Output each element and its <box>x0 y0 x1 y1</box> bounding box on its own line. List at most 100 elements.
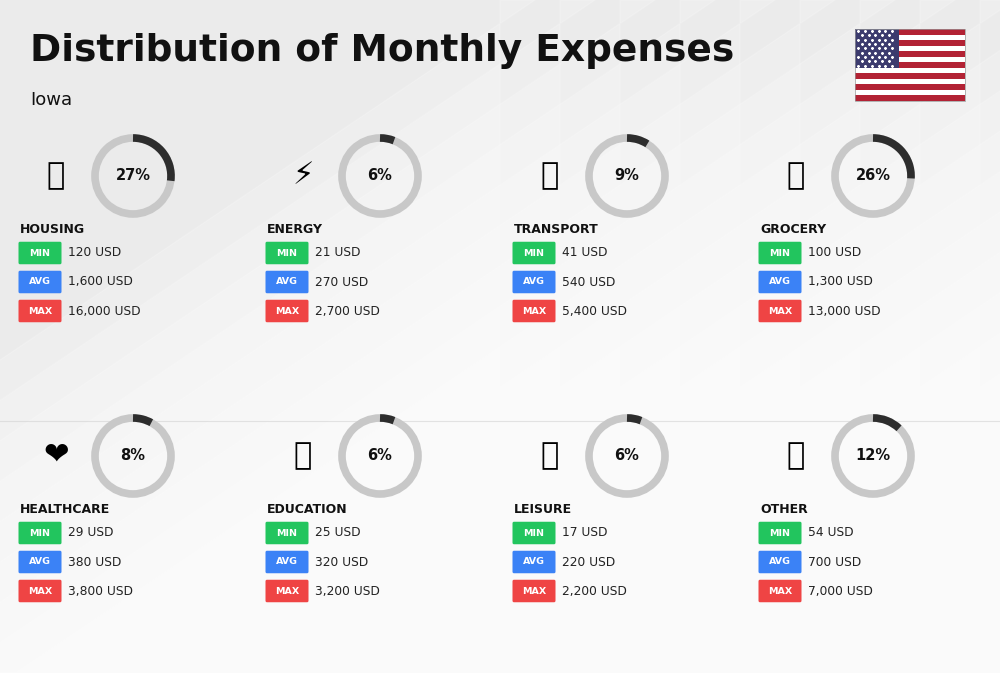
Text: 100 USD: 100 USD <box>808 246 861 260</box>
FancyBboxPatch shape <box>855 79 965 84</box>
Text: 41 USD: 41 USD <box>562 246 608 260</box>
FancyBboxPatch shape <box>759 522 802 544</box>
Text: AVG: AVG <box>276 557 298 567</box>
Text: 9%: 9% <box>615 168 639 184</box>
FancyBboxPatch shape <box>759 299 802 322</box>
Text: GROCERY: GROCERY <box>760 223 826 236</box>
Text: TRANSPORT: TRANSPORT <box>514 223 599 236</box>
Text: 270 USD: 270 USD <box>315 275 368 289</box>
Text: MAX: MAX <box>28 306 52 316</box>
Text: 2,200 USD: 2,200 USD <box>562 584 627 598</box>
Text: 7,000 USD: 7,000 USD <box>808 584 873 598</box>
Text: AVG: AVG <box>769 277 791 287</box>
Text: MIN: MIN <box>30 528 50 538</box>
FancyBboxPatch shape <box>759 271 802 293</box>
Text: 🎓: 🎓 <box>294 441 312 470</box>
FancyBboxPatch shape <box>855 62 965 68</box>
FancyBboxPatch shape <box>18 271 62 293</box>
FancyBboxPatch shape <box>512 242 556 264</box>
Text: MIN: MIN <box>30 248 50 258</box>
Text: ENERGY: ENERGY <box>267 223 323 236</box>
FancyBboxPatch shape <box>512 522 556 544</box>
Text: LEISURE: LEISURE <box>514 503 572 516</box>
FancyBboxPatch shape <box>266 299 308 322</box>
FancyBboxPatch shape <box>855 90 965 96</box>
Text: 540 USD: 540 USD <box>562 275 615 289</box>
Text: MAX: MAX <box>275 586 299 596</box>
Text: MIN: MIN <box>524 528 544 538</box>
FancyBboxPatch shape <box>855 57 965 62</box>
Text: 29 USD: 29 USD <box>68 526 114 540</box>
Text: 1,300 USD: 1,300 USD <box>808 275 873 289</box>
FancyBboxPatch shape <box>759 242 802 264</box>
Text: Iowa: Iowa <box>30 91 72 109</box>
Text: ⚡: ⚡ <box>292 162 314 190</box>
FancyBboxPatch shape <box>266 242 308 264</box>
Text: MIN: MIN <box>770 528 790 538</box>
FancyBboxPatch shape <box>512 271 556 293</box>
Text: ❤: ❤ <box>43 441 69 470</box>
Text: AVG: AVG <box>523 557 545 567</box>
Text: MIN: MIN <box>770 248 790 258</box>
Text: 5,400 USD: 5,400 USD <box>562 304 627 318</box>
Text: 3,800 USD: 3,800 USD <box>68 584 133 598</box>
Text: 21 USD: 21 USD <box>315 246 360 260</box>
Text: MAX: MAX <box>768 306 792 316</box>
Text: 1,600 USD: 1,600 USD <box>68 275 133 289</box>
Text: AVG: AVG <box>276 277 298 287</box>
Text: Distribution of Monthly Expenses: Distribution of Monthly Expenses <box>30 33 734 69</box>
FancyBboxPatch shape <box>266 579 308 602</box>
FancyBboxPatch shape <box>18 579 62 602</box>
Text: 6%: 6% <box>615 448 639 464</box>
FancyBboxPatch shape <box>855 29 899 68</box>
Text: 220 USD: 220 USD <box>562 555 615 569</box>
FancyBboxPatch shape <box>855 29 965 34</box>
Text: 13,000 USD: 13,000 USD <box>808 304 881 318</box>
Text: MAX: MAX <box>28 586 52 596</box>
FancyBboxPatch shape <box>855 68 965 73</box>
Text: AVG: AVG <box>29 557 51 567</box>
Text: 👜: 👜 <box>787 441 805 470</box>
FancyBboxPatch shape <box>759 551 802 573</box>
Text: 26%: 26% <box>856 168 891 184</box>
FancyBboxPatch shape <box>266 271 308 293</box>
Text: AVG: AVG <box>769 557 791 567</box>
FancyBboxPatch shape <box>512 299 556 322</box>
Text: 🛍: 🛍 <box>541 441 559 470</box>
FancyBboxPatch shape <box>855 84 965 90</box>
Text: 3,200 USD: 3,200 USD <box>315 584 380 598</box>
FancyBboxPatch shape <box>266 522 308 544</box>
Text: AVG: AVG <box>29 277 51 287</box>
Text: 700 USD: 700 USD <box>808 555 861 569</box>
FancyBboxPatch shape <box>512 551 556 573</box>
Text: MIN: MIN <box>276 248 298 258</box>
FancyBboxPatch shape <box>18 299 62 322</box>
Text: MAX: MAX <box>275 306 299 316</box>
FancyBboxPatch shape <box>855 73 965 79</box>
FancyBboxPatch shape <box>18 522 62 544</box>
Text: 🏙: 🏙 <box>47 162 65 190</box>
FancyBboxPatch shape <box>266 551 308 573</box>
Text: 54 USD: 54 USD <box>808 526 854 540</box>
Text: MAX: MAX <box>522 586 546 596</box>
FancyBboxPatch shape <box>18 551 62 573</box>
Text: MIN: MIN <box>524 248 544 258</box>
Text: MAX: MAX <box>768 586 792 596</box>
Text: MIN: MIN <box>276 528 298 538</box>
Text: HOUSING: HOUSING <box>20 223 85 236</box>
Text: 17 USD: 17 USD <box>562 526 608 540</box>
Text: HEALTHCARE: HEALTHCARE <box>20 503 110 516</box>
FancyBboxPatch shape <box>855 51 965 57</box>
Text: 27%: 27% <box>115 168 150 184</box>
Text: 🛒: 🛒 <box>787 162 805 190</box>
FancyBboxPatch shape <box>855 34 965 40</box>
FancyBboxPatch shape <box>855 96 965 101</box>
Text: AVG: AVG <box>523 277 545 287</box>
Text: 8%: 8% <box>120 448 145 464</box>
Text: 320 USD: 320 USD <box>315 555 368 569</box>
FancyBboxPatch shape <box>18 242 62 264</box>
Text: 120 USD: 120 USD <box>68 246 121 260</box>
FancyBboxPatch shape <box>855 46 965 51</box>
Text: EDUCATION: EDUCATION <box>267 503 348 516</box>
FancyBboxPatch shape <box>512 579 556 602</box>
